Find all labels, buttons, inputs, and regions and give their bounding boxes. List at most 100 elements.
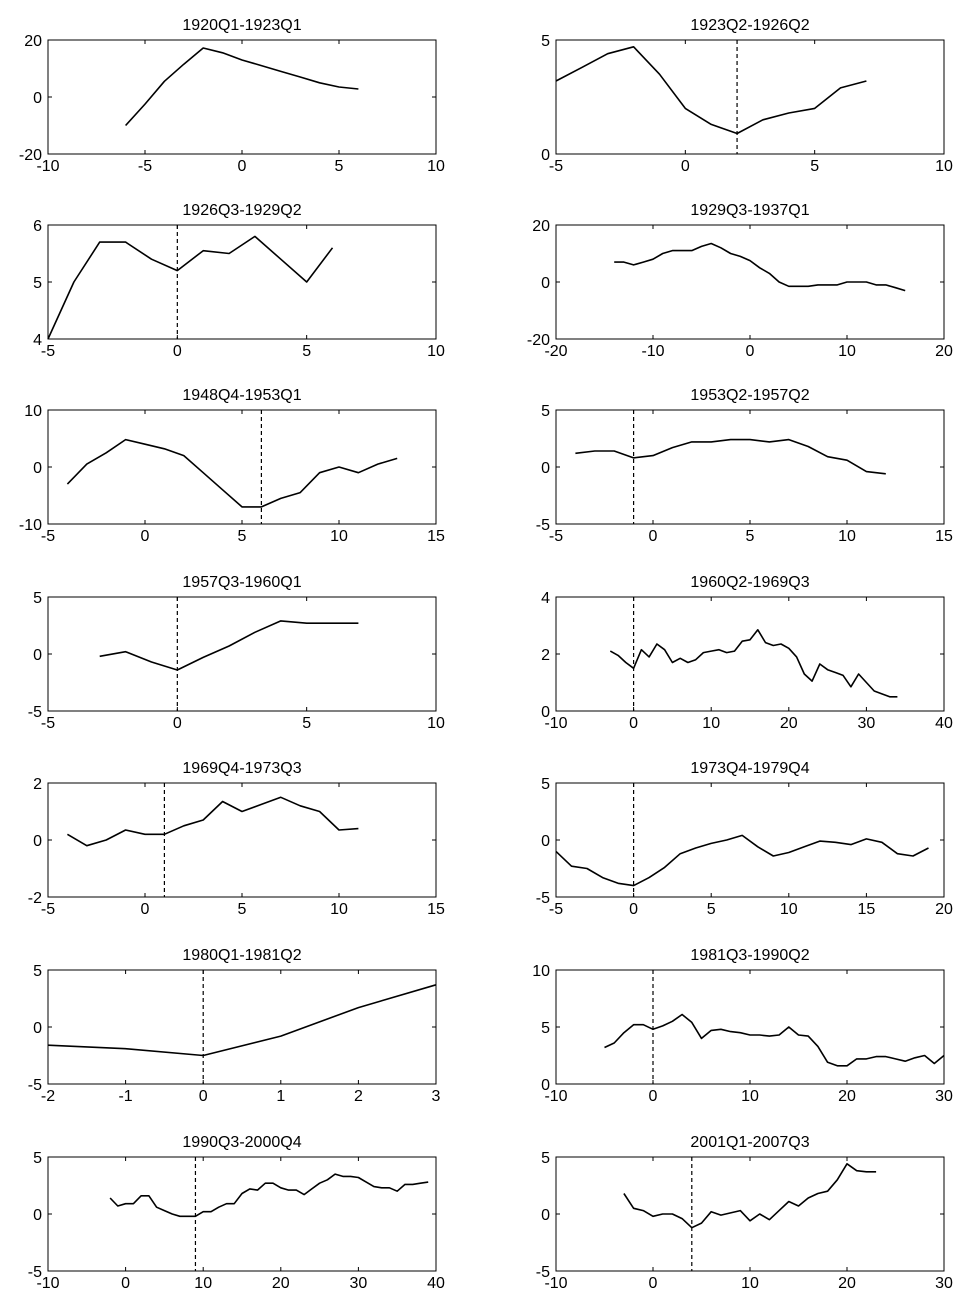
x-tick-label: -10 bbox=[544, 1275, 567, 1292]
x-tick-label: 20 bbox=[838, 1088, 856, 1105]
series-line bbox=[109, 1173, 429, 1218]
x-tick-label: -5 bbox=[549, 158, 563, 175]
x-tick-label: 30 bbox=[935, 1088, 953, 1105]
x-tick-label: 0 bbox=[121, 1275, 130, 1292]
x-tick-label: 15 bbox=[935, 528, 953, 545]
subplot-title: 1920Q1-1923Q1 bbox=[182, 17, 301, 34]
y-tick-label: -5 bbox=[28, 1264, 42, 1281]
x-tick-label: 0 bbox=[173, 343, 182, 360]
x-tick-label: 0 bbox=[141, 901, 150, 918]
x-tick-label: -5 bbox=[549, 528, 563, 545]
x-tick-label: 10 bbox=[838, 528, 856, 545]
y-tick-label: 5 bbox=[541, 1020, 550, 1037]
y-tick-label: 0 bbox=[541, 833, 550, 850]
subplot-title: 1990Q3-2000Q4 bbox=[182, 1134, 301, 1151]
axes-frame bbox=[555, 224, 945, 340]
x-tick-label: -10 bbox=[544, 1088, 567, 1105]
y-tick-label: 20 bbox=[24, 33, 42, 50]
x-tick-label: 30 bbox=[935, 1275, 953, 1292]
x-tick-label: 10 bbox=[838, 343, 856, 360]
x-tick-label: 20 bbox=[838, 1275, 856, 1292]
x-tick-label: 10 bbox=[427, 715, 445, 732]
subplot-11: 1980Q1-1981Q2 -2 -1 0 1 2 3 -5 0 5 bbox=[28, 947, 441, 1105]
x-tick-label: 0 bbox=[629, 715, 638, 732]
y-tick-label: -5 bbox=[536, 517, 550, 534]
x-tick-label: 10 bbox=[330, 901, 348, 918]
x-tick-label: -20 bbox=[544, 343, 567, 360]
subplot-5: 1948Q4-1953Q1 -5 0 5 10 15 -10 0 10 bbox=[19, 387, 445, 545]
x-tick-label: 5 bbox=[302, 343, 311, 360]
x-tick-label: -5 bbox=[549, 901, 563, 918]
axes-frame bbox=[555, 409, 945, 525]
x-tick-label: -5 bbox=[41, 901, 55, 918]
axes-frame bbox=[555, 969, 945, 1085]
x-tick-label: -10 bbox=[36, 158, 59, 175]
series-line bbox=[99, 620, 359, 671]
axes-frame bbox=[555, 39, 945, 155]
subplot-9: 1969Q4-1973Q3 -5 0 5 10 15 -2 0 2 bbox=[28, 760, 445, 918]
x-tick-label: 20 bbox=[780, 715, 798, 732]
x-tick-label: 0 bbox=[141, 528, 150, 545]
x-tick-label: 10 bbox=[330, 528, 348, 545]
y-tick-label: 0 bbox=[33, 833, 42, 850]
series-line bbox=[555, 45, 867, 135]
series-line bbox=[555, 834, 929, 887]
series-line bbox=[47, 235, 334, 340]
x-tick-label: 10 bbox=[194, 1275, 212, 1292]
series-line bbox=[66, 438, 398, 508]
axes-frame bbox=[47, 1156, 437, 1272]
subplot-7: 1957Q3-1960Q1 -5 0 5 10 -5 0 5 bbox=[28, 574, 445, 732]
y-tick-label: 5 bbox=[541, 776, 550, 793]
x-tick-label: 0 bbox=[173, 715, 182, 732]
series-line bbox=[575, 438, 886, 475]
y-tick-label: 0 bbox=[541, 460, 550, 477]
y-tick-label: 10 bbox=[532, 963, 550, 980]
series-line bbox=[609, 628, 898, 698]
x-tick-label: -10 bbox=[544, 715, 567, 732]
subplot-13: 1990Q3-2000Q4 -10 0 10 20 30 40 -5 0 5 bbox=[28, 1134, 445, 1292]
x-tick-label: 5 bbox=[746, 528, 755, 545]
subplot-title: 1923Q2-1926Q2 bbox=[690, 17, 809, 34]
subplot-title: 1960Q2-1969Q3 bbox=[690, 574, 809, 591]
x-tick-label: -1 bbox=[118, 1088, 132, 1105]
y-tick-label: 0 bbox=[541, 704, 550, 721]
y-tick-label: 5 bbox=[33, 275, 42, 292]
subplot-4: 1929Q3-1937Q1 -20 -10 0 10 20 -20 0 20 bbox=[527, 202, 953, 360]
y-tick-label: -10 bbox=[19, 517, 42, 534]
x-tick-label: 30 bbox=[858, 715, 876, 732]
y-tick-label: 0 bbox=[541, 1077, 550, 1094]
x-tick-label: 2 bbox=[354, 1088, 363, 1105]
x-tick-label: 0 bbox=[746, 343, 755, 360]
x-tick-label: 5 bbox=[810, 158, 819, 175]
axes-frame bbox=[47, 596, 437, 712]
y-tick-label: 0 bbox=[541, 275, 550, 292]
subplot-title: 1973Q4-1979Q4 bbox=[690, 760, 809, 777]
series-line bbox=[47, 984, 437, 1057]
x-tick-label: -2 bbox=[41, 1088, 55, 1105]
x-tick-label: 0 bbox=[629, 901, 638, 918]
x-tick-label: -10 bbox=[641, 343, 664, 360]
x-tick-label: -5 bbox=[41, 528, 55, 545]
series-line bbox=[623, 1163, 877, 1229]
subplot-3: 1926Q3-1929Q2 -5 0 5 10 4 5 6 bbox=[33, 202, 445, 360]
y-tick-label: -5 bbox=[536, 890, 550, 907]
subplot-6: 1953Q2-1957Q2 -5 0 5 10 15 -5 0 5 bbox=[536, 387, 953, 545]
y-tick-label: 5 bbox=[33, 1150, 42, 1167]
subplot-title: 1953Q2-1957Q2 bbox=[690, 387, 809, 404]
y-tick-label: 0 bbox=[33, 460, 42, 477]
x-tick-label: 15 bbox=[427, 528, 445, 545]
series-line bbox=[66, 796, 359, 847]
x-tick-label: 20 bbox=[935, 343, 953, 360]
subplot-title: 1926Q3-1929Q2 bbox=[182, 202, 301, 219]
x-tick-label: 10 bbox=[702, 715, 720, 732]
series-line bbox=[125, 47, 359, 127]
x-tick-label: 30 bbox=[350, 1275, 368, 1292]
x-tick-label: -5 bbox=[138, 158, 152, 175]
axes-frame bbox=[555, 782, 945, 898]
x-tick-label: 40 bbox=[935, 715, 953, 732]
x-tick-label: 10 bbox=[935, 158, 953, 175]
y-tick-label: 5 bbox=[33, 963, 42, 980]
subplot-title: 1969Q4-1973Q3 bbox=[182, 760, 301, 777]
